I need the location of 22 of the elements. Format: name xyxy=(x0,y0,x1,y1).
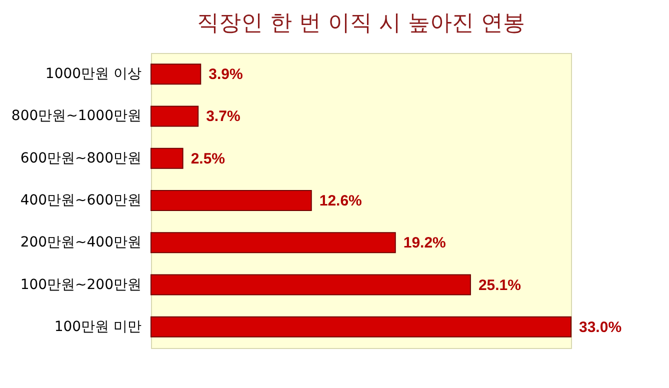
bar xyxy=(150,274,471,296)
chart-title: 직장인 한 번 이직 시 높아진 연봉 xyxy=(197,11,525,36)
data-label: 33.0% xyxy=(579,318,622,336)
y-tick-label: 800만원~1000만원 xyxy=(11,108,142,124)
data-label: 3.9% xyxy=(208,66,243,84)
bar xyxy=(150,106,199,127)
y-tick-label: 100만원 미만 xyxy=(54,318,142,335)
data-label: 3.7% xyxy=(206,108,240,126)
bar xyxy=(150,232,396,254)
y-tick-label: 600만원~800만원 xyxy=(20,150,142,166)
bar xyxy=(150,148,184,169)
bar xyxy=(150,190,312,211)
y-tick-label: 400만원~600만원 xyxy=(20,192,142,208)
bar xyxy=(150,64,202,85)
bar xyxy=(150,316,572,338)
y-tick-label: 200만원~400만원 xyxy=(20,234,142,251)
data-label: 2.5% xyxy=(190,150,226,168)
data-label: 25.1% xyxy=(478,276,521,294)
data-label: 12.6% xyxy=(319,192,362,210)
y-tick-label: 1000만원 이상 xyxy=(45,66,142,82)
y-tick-label: 100만원~200만원 xyxy=(20,276,142,293)
data-label: 19.2% xyxy=(403,234,446,252)
